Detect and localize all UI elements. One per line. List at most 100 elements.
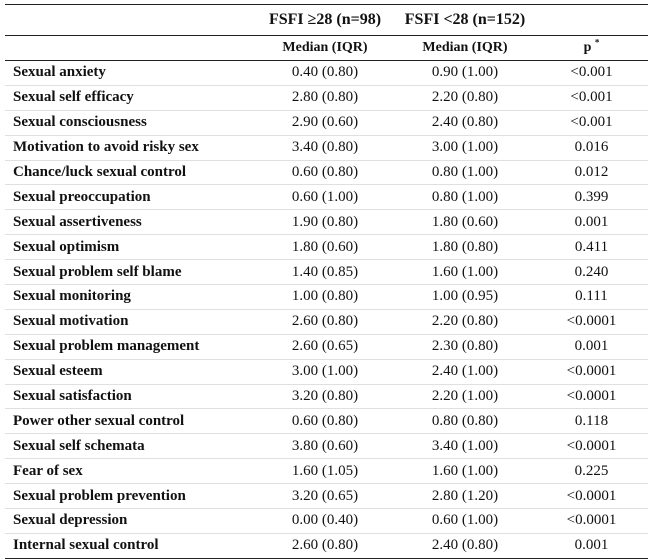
table-body: Sexual anxiety 0.40 (0.80) 0.90 (1.00) <0.0… [5, 60, 648, 559]
group1-value: 2.60 (0.80) [255, 309, 395, 335]
table-row: Sexual problem management 2.60 (0.65) 2.30… [5, 334, 648, 360]
group2-subheader: Median (IQR) [395, 35, 535, 61]
header-empty-cell-p [535, 4, 648, 36]
group1-value: 3.80 (0.60) [255, 433, 395, 460]
table-row: Power other sexual control 0.60 (0.80) 0.8… [5, 408, 648, 435]
group1-header: FSFI ≥28 (n=98) [255, 4, 395, 36]
row-label: Sexual self efficacy [5, 85, 255, 111]
group2-value: 1.60 (1.00) [395, 259, 535, 286]
group1-value: 2.80 (0.80) [255, 85, 395, 111]
table-row: Sexual esteem 3.00 (1.00) 2.40 (1.00) <0.00… [5, 359, 648, 385]
table-row: Sexual optimism 1.80 (0.60) 1.80 (0.80) 0.4… [5, 234, 648, 261]
group1-value: 1.40 (0.85) [255, 259, 395, 286]
p-value: 0.001 [535, 334, 648, 360]
group2-value: 0.80 (1.00) [395, 160, 535, 186]
group2-value: 2.80 (1.20) [395, 483, 535, 510]
group2-value: 2.20 (0.80) [395, 309, 535, 335]
table-row: Sexual satisfaction 3.20 (0.80) 2.20 (1.00… [5, 384, 648, 410]
subheader-empty-cell [5, 35, 255, 61]
group1-subheader: Median (IQR) [255, 35, 395, 61]
results-table: FSFI ≥28 (n=98) FSFI <28 (n=152) Median … [5, 4, 648, 559]
row-label: Sexual problem self blame [5, 259, 255, 286]
table-header: FSFI ≥28 (n=98) FSFI <28 (n=152) Median … [5, 4, 648, 61]
group1-value: 1.00 (0.80) [255, 284, 395, 310]
table-row: Sexual self efficacy 2.80 (0.80) 2.20 (0.8… [5, 85, 648, 111]
table-row: Sexual depression 0.00 (0.40) 0.60 (1.00) <… [5, 508, 648, 534]
group1-value: 0.60 (0.80) [255, 408, 395, 435]
p-value: 0.225 [535, 458, 648, 485]
row-label: Sexual optimism [5, 234, 255, 261]
p-value: 0.016 [535, 135, 648, 161]
header-empty-cell [5, 4, 255, 36]
row-label: Sexual consciousness [5, 110, 255, 136]
row-label: Fear of sex [5, 458, 255, 485]
group-header-row: FSFI ≥28 (n=98) FSFI <28 (n=152) [5, 4, 648, 36]
p-value: 0.411 [535, 234, 648, 261]
group1-value: 1.90 (0.80) [255, 209, 395, 236]
group2-header: FSFI <28 (n=152) [395, 4, 535, 36]
group1-value: 0.60 (0.80) [255, 160, 395, 186]
group2-value: 2.40 (0.80) [395, 533, 535, 559]
group1-value: 0.40 (0.80) [255, 60, 395, 86]
table-row: Motivation to avoid risky sex 3.40 (0.80)… [5, 135, 648, 161]
table-row: Sexual self schemata 3.80 (0.60) 3.40 (1.0… [5, 433, 648, 460]
group1-value: 3.20 (0.65) [255, 483, 395, 510]
group1-value: 3.00 (1.00) [255, 359, 395, 385]
p-value: <0.001 [535, 60, 648, 86]
row-label: Sexual monitoring [5, 284, 255, 310]
row-label: Sexual satisfaction [5, 384, 255, 410]
row-label: Sexual problem management [5, 334, 255, 360]
row-label: Sexual motivation [5, 309, 255, 335]
row-label: Sexual self schemata [5, 433, 255, 460]
group1-value: 2.60 (0.65) [255, 334, 395, 360]
p-value: 0.111 [535, 284, 648, 310]
row-label: Sexual preoccupation [5, 184, 255, 211]
group2-value: 0.60 (1.00) [395, 508, 535, 534]
row-label: Motivation to avoid risky sex [5, 135, 255, 161]
group2-value: 1.80 (0.80) [395, 234, 535, 261]
p-value: 0.001 [535, 533, 648, 559]
table-row: Sexual monitoring 1.00 (0.80) 1.00 (0.95) 0… [5, 284, 648, 310]
group2-value: 1.60 (1.00) [395, 458, 535, 485]
p-value: <0.001 [535, 110, 648, 136]
group1-value: 1.80 (0.60) [255, 234, 395, 261]
group1-value: 3.40 (0.80) [255, 135, 395, 161]
table-row: Sexual problem prevention 3.20 (0.65) 2.80… [5, 483, 648, 510]
table-row: Sexual motivation 2.60 (0.80) 2.20 (0.80) <… [5, 309, 648, 335]
group2-value: 1.80 (0.60) [395, 209, 535, 236]
group2-value: 3.40 (1.00) [395, 433, 535, 460]
p-value: <0.0001 [535, 359, 648, 385]
row-label: Sexual assertiveness [5, 209, 255, 236]
table-row: Internal sexual control 2.60 (0.80) 2.40 (… [5, 533, 648, 559]
p-value: 0.001 [535, 209, 648, 236]
group2-value: 0.80 (0.80) [395, 408, 535, 435]
p-value: <0.0001 [535, 483, 648, 510]
p-value-footnote-marker: * [594, 37, 600, 48]
group2-value: 0.90 (1.00) [395, 60, 535, 86]
row-label: Sexual esteem [5, 359, 255, 385]
row-label: Sexual anxiety [5, 60, 255, 86]
group1-value: 0.60 (1.00) [255, 184, 395, 211]
group1-value: 3.20 (0.80) [255, 384, 395, 410]
group1-value: 0.00 (0.40) [255, 508, 395, 534]
subheader-row: Median (IQR) Median (IQR) p * [5, 35, 648, 61]
group1-value: 2.60 (0.80) [255, 533, 395, 559]
table-row: Sexual problem self blame 1.40 (0.85) 1.60… [5, 259, 648, 286]
table-row: Sexual anxiety 0.40 (0.80) 0.90 (1.00) <0.0… [5, 60, 648, 86]
group2-value: 2.40 (0.80) [395, 110, 535, 136]
group1-value: 2.90 (0.60) [255, 110, 395, 136]
row-label: Sexual depression [5, 508, 255, 534]
table-row: Fear of sex 1.60 (1.05) 1.60 (1.00) 0.225 [5, 458, 648, 485]
group2-value: 1.00 (0.95) [395, 284, 535, 310]
p-value: <0.0001 [535, 433, 648, 460]
p-value-label: p [583, 40, 592, 55]
table-row: Sexual consciousness 2.90 (0.60) 2.40 (0.8… [5, 110, 648, 136]
p-value-header: p * [535, 35, 648, 61]
row-label: Internal sexual control [5, 533, 255, 559]
group2-value: 2.40 (1.00) [395, 359, 535, 385]
p-value: <0.0001 [535, 384, 648, 410]
row-label: Power other sexual control [5, 408, 255, 435]
p-value: 0.399 [535, 184, 648, 211]
group2-value: 2.20 (1.00) [395, 384, 535, 410]
